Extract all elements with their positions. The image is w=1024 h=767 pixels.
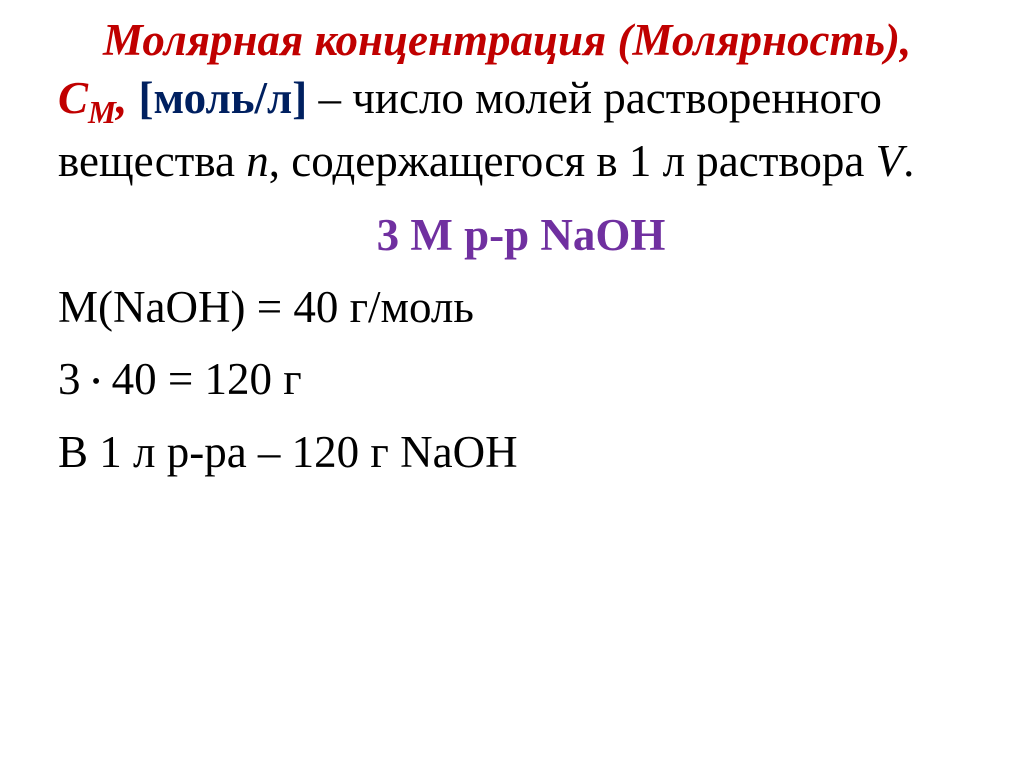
calc-2a: 3	[58, 354, 92, 404]
term-title: Молярная концентрация (Молярность)	[103, 15, 900, 65]
def-body-3: .	[903, 136, 914, 186]
var-v: V	[876, 136, 904, 186]
definition-block: Молярная концентрация (Молярность), СМ, …	[58, 12, 984, 191]
symbol-sub-m: М	[88, 95, 116, 130]
calc-line-2: 3 • 40 = 120 г	[58, 343, 984, 416]
symbol-c: С	[58, 73, 88, 123]
example-header: 3 М р-р NaOH	[58, 209, 984, 261]
calc-2b: 40 = 120 г	[100, 354, 301, 404]
def-body-2: , содержащегося в 1 л раствора	[269, 136, 876, 186]
unit-label: [моль/л]	[139, 73, 308, 123]
calc-line-3: В 1 л р-ра – 120 г NaOH	[58, 416, 984, 489]
slide-content: Молярная концентрация (Молярность), СМ, …	[0, 0, 1024, 489]
calc-line-1: M(NaOH) = 40 г/моль	[58, 271, 984, 344]
multiply-icon: •	[92, 362, 101, 402]
var-n: n	[246, 136, 269, 186]
